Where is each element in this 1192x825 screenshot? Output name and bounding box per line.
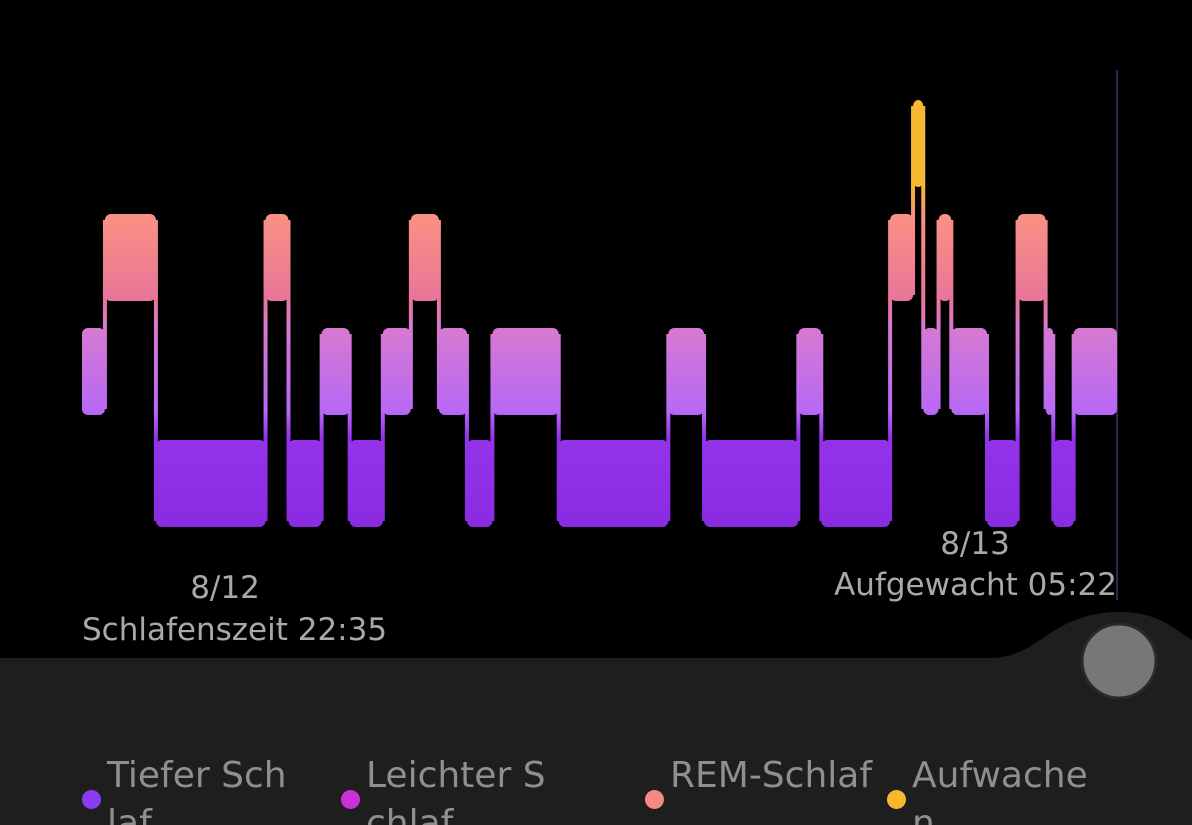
end-label: Aufgewacht 05:22 bbox=[834, 567, 1117, 603]
start-date: 8/12 bbox=[190, 570, 260, 606]
stage-transition bbox=[666, 334, 671, 521]
stage-transition bbox=[319, 334, 324, 521]
stage-segment bbox=[890, 214, 914, 301]
stage-transition bbox=[911, 106, 916, 295]
legend-label: Tiefer Schlaf bbox=[107, 755, 287, 825]
stage-transition bbox=[347, 334, 352, 521]
stage-segment bbox=[704, 440, 799, 527]
stage-transition bbox=[949, 220, 954, 409]
stage-transition bbox=[380, 334, 385, 521]
stage-transition bbox=[921, 106, 926, 409]
stage-segment bbox=[265, 214, 289, 301]
stage-segment bbox=[466, 440, 493, 527]
stage-transition bbox=[1015, 220, 1020, 521]
legend-dot bbox=[341, 790, 360, 809]
legend-item: Aufwachen bbox=[887, 752, 1107, 825]
stage-segment bbox=[410, 214, 439, 301]
stage-transition bbox=[819, 334, 824, 521]
stage-segment bbox=[821, 440, 891, 527]
stage-segment bbox=[951, 328, 987, 415]
stage-segment bbox=[1053, 440, 1074, 527]
stage-segment bbox=[798, 328, 822, 415]
stage-transition bbox=[702, 334, 707, 521]
stage-transition bbox=[286, 220, 291, 521]
stage-segment bbox=[82, 328, 105, 415]
stage-transition bbox=[796, 334, 801, 521]
stage-transition bbox=[102, 220, 107, 409]
stage-segment bbox=[155, 440, 266, 527]
stage-segment bbox=[288, 440, 322, 527]
stage-transition bbox=[153, 220, 158, 521]
stage-transition bbox=[1071, 334, 1076, 521]
stage-segment bbox=[438, 328, 467, 415]
stage-transition bbox=[888, 220, 893, 521]
legend-label: Leichter Schlaf bbox=[366, 755, 546, 825]
stage-segment bbox=[558, 440, 669, 527]
stage-segment bbox=[104, 214, 156, 301]
stage-segment bbox=[492, 328, 559, 415]
stage-transition bbox=[408, 220, 413, 409]
legend-label: REM-Schlaf bbox=[670, 755, 873, 796]
legend-dot bbox=[645, 790, 664, 809]
legend-label: Aufwachen bbox=[912, 755, 1088, 825]
legend-item: Tiefer Schlaf bbox=[82, 752, 287, 825]
stage-transition bbox=[984, 334, 989, 521]
scroll-handle[interactable] bbox=[1080, 622, 1158, 700]
stage-segment bbox=[1073, 328, 1117, 415]
stage-transition bbox=[464, 334, 469, 521]
stage-segment bbox=[668, 328, 705, 415]
stage-segment bbox=[938, 214, 952, 301]
legend-dot bbox=[82, 790, 101, 809]
end-date: 8/13 bbox=[940, 526, 1010, 562]
bottom-panel bbox=[0, 612, 1192, 825]
stage-segment bbox=[913, 100, 924, 187]
legend-dot bbox=[887, 790, 906, 809]
stage-segment bbox=[382, 328, 411, 415]
stage-segment bbox=[923, 328, 939, 415]
stage-transition bbox=[556, 334, 561, 521]
start-label: Schlafenszeit 22:35 bbox=[82, 612, 388, 648]
stage-transition bbox=[263, 220, 268, 521]
stage-transition bbox=[936, 220, 941, 409]
legend-item: Leichter Schlaf bbox=[341, 752, 546, 825]
stage-transition bbox=[1051, 334, 1056, 521]
legend-item: REM-Schlaf bbox=[645, 752, 880, 809]
stage-segment bbox=[1017, 214, 1046, 301]
stage-segment bbox=[321, 328, 350, 415]
stage-segment bbox=[349, 440, 383, 527]
stage-segment bbox=[986, 440, 1018, 527]
stage-transition bbox=[490, 334, 495, 521]
stage-transition bbox=[1043, 220, 1048, 409]
stage-transition bbox=[436, 220, 441, 409]
